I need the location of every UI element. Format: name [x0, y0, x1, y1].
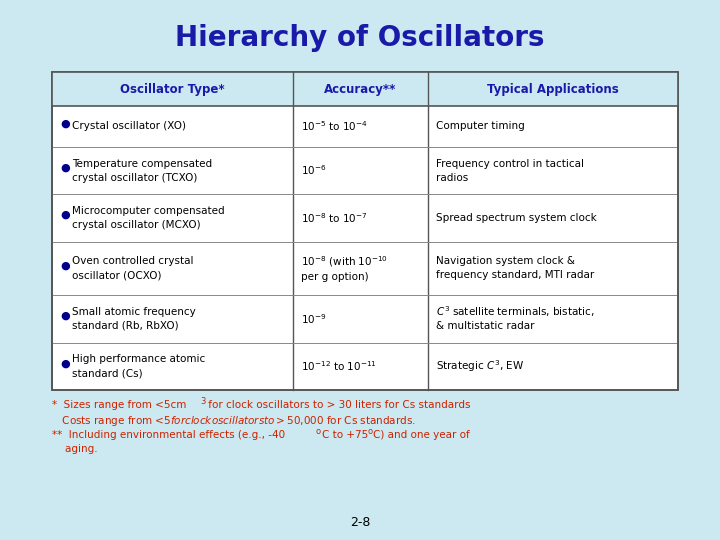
- Text: Spread spectrum system clock: Spread spectrum system clock: [436, 213, 596, 223]
- Text: standard (Rb, RbXO): standard (Rb, RbXO): [72, 321, 179, 331]
- Text: *  Sizes range from <5cm: * Sizes range from <5cm: [52, 400, 186, 410]
- Text: Oscillator Type*: Oscillator Type*: [120, 83, 225, 96]
- Bar: [52, 72, 678, 390]
- Text: crystal oscillator (TCXO): crystal oscillator (TCXO): [72, 173, 197, 183]
- Text: Computer timing: Computer timing: [436, 122, 524, 131]
- Text: C to +75: C to +75: [322, 430, 368, 440]
- Text: ●: ●: [60, 118, 70, 129]
- Text: ●: ●: [60, 359, 70, 368]
- Text: $10^{-5}$ to $10^{-4}$: $10^{-5}$ to $10^{-4}$: [301, 119, 368, 133]
- Text: 2-8: 2-8: [350, 516, 370, 529]
- Bar: [52, 72, 678, 106]
- Text: $10^{-8}$ to $10^{-7}$: $10^{-8}$ to $10^{-7}$: [301, 211, 368, 225]
- Text: radios: radios: [436, 173, 468, 183]
- Text: Hierarchy of Oscillators: Hierarchy of Oscillators: [175, 24, 545, 52]
- Text: Crystal oscillator (XO): Crystal oscillator (XO): [72, 122, 186, 131]
- Text: Temperature compensated: Temperature compensated: [72, 159, 212, 168]
- Text: $10^{-8}$ (with $10^{-10}$
per g option): $10^{-8}$ (with $10^{-10}$ per g option): [301, 254, 388, 282]
- Text: ●: ●: [60, 210, 70, 220]
- Text: Typical Applications: Typical Applications: [487, 83, 618, 96]
- Text: o: o: [367, 427, 372, 436]
- Text: Frequency control in tactical: Frequency control in tactical: [436, 159, 584, 168]
- Text: Oven controlled crystal: Oven controlled crystal: [72, 256, 194, 266]
- Text: High performance atomic: High performance atomic: [72, 354, 205, 364]
- Text: crystal oscillator (MCXO): crystal oscillator (MCXO): [72, 220, 201, 230]
- Text: ●: ●: [60, 163, 70, 173]
- Text: ●: ●: [60, 311, 70, 321]
- Text: Microcomputer compensated: Microcomputer compensated: [72, 206, 225, 216]
- Text: Strategic $C^{3}$, EW: Strategic $C^{3}$, EW: [436, 359, 524, 374]
- Text: for clock oscillators to > 30 liters for Cs standards: for clock oscillators to > 30 liters for…: [205, 400, 470, 410]
- Text: o: o: [316, 427, 321, 436]
- Text: $10^{-12}$ to $10^{-11}$: $10^{-12}$ to $10^{-11}$: [301, 360, 377, 373]
- Bar: [52, 72, 678, 390]
- Text: frequency standard, MTI radar: frequency standard, MTI radar: [436, 271, 594, 280]
- Text: Navigation system clock &: Navigation system clock &: [436, 256, 575, 266]
- Text: Costs range from <$5 for clock oscillators to > $50,000 for Cs standards.: Costs range from <$5 for clock oscillato…: [52, 414, 415, 428]
- Text: $C^{3}$ satellite terminals, bistatic,: $C^{3}$ satellite terminals, bistatic,: [436, 305, 594, 319]
- Text: Small atomic frequency: Small atomic frequency: [72, 307, 196, 317]
- Text: standard (Cs): standard (Cs): [72, 368, 143, 379]
- Text: 3: 3: [200, 397, 205, 406]
- Text: aging.: aging.: [52, 444, 98, 454]
- Text: Accuracy**: Accuracy**: [324, 83, 397, 96]
- Text: C) and one year of: C) and one year of: [373, 430, 469, 440]
- Text: oscillator (OCXO): oscillator (OCXO): [72, 271, 161, 280]
- Text: & multistatic radar: & multistatic radar: [436, 321, 534, 331]
- Text: $10^{-9}$: $10^{-9}$: [301, 312, 327, 326]
- Text: $10^{-6}$: $10^{-6}$: [301, 164, 327, 178]
- Text: ●: ●: [60, 260, 70, 271]
- Text: **  Including environmental effects (e.g., -40: ** Including environmental effects (e.g.…: [52, 430, 285, 440]
